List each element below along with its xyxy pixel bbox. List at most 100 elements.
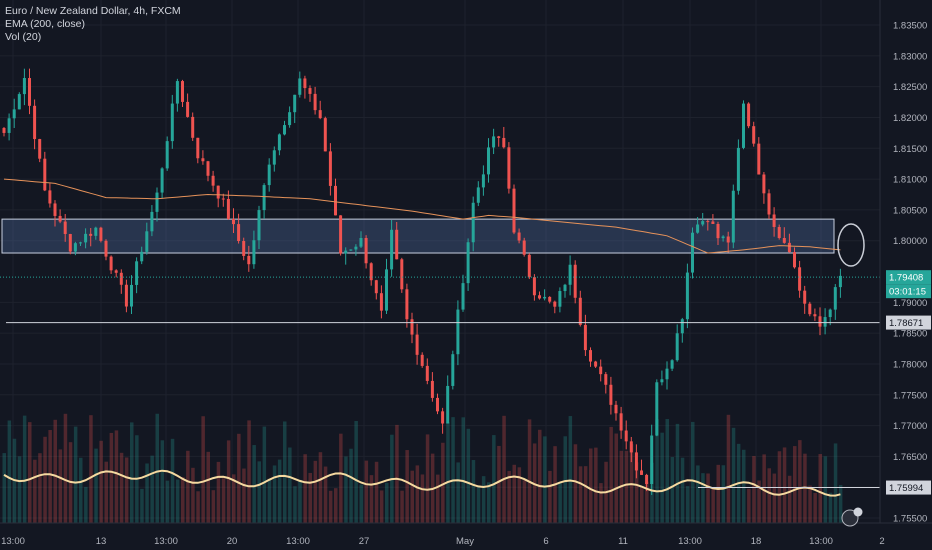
candle-body bbox=[476, 187, 480, 203]
candle-body bbox=[2, 128, 6, 133]
candle-body bbox=[599, 366, 603, 375]
candle-body bbox=[48, 190, 52, 204]
candle-body bbox=[614, 404, 618, 414]
candle-body bbox=[364, 237, 368, 264]
volume-bar bbox=[109, 432, 114, 523]
volume-bar bbox=[787, 475, 792, 523]
y-tick-label: 1.82000 bbox=[893, 113, 927, 124]
countdown-badge-bg bbox=[886, 284, 931, 299]
volume-bar bbox=[63, 413, 68, 523]
candle-body bbox=[492, 136, 496, 148]
volume-bar bbox=[298, 479, 302, 523]
candle-body bbox=[762, 174, 766, 194]
candle-body bbox=[451, 354, 455, 386]
candle-body bbox=[109, 256, 113, 271]
volume-bar bbox=[267, 478, 272, 523]
volume-bar bbox=[466, 428, 471, 523]
candle-body bbox=[777, 226, 781, 239]
candle-body bbox=[838, 275, 842, 288]
x-tick-label: 27 bbox=[359, 536, 370, 547]
volume-level-badge-bg bbox=[886, 480, 931, 495]
candle-body bbox=[221, 198, 225, 200]
candle-body bbox=[563, 284, 567, 292]
volume-bar bbox=[395, 424, 399, 523]
candle-body bbox=[186, 101, 190, 117]
candle-body bbox=[583, 324, 587, 351]
volume-bar bbox=[640, 486, 644, 523]
volume-bar bbox=[369, 475, 374, 523]
volume-bar bbox=[451, 417, 455, 523]
candle-body bbox=[767, 193, 771, 215]
candle-body bbox=[787, 242, 791, 253]
volume-bar bbox=[140, 488, 144, 523]
candle-body bbox=[390, 229, 394, 270]
volume-bar bbox=[28, 422, 32, 523]
volume-bar bbox=[175, 479, 180, 523]
volume-bar bbox=[349, 448, 353, 523]
volume-bar bbox=[425, 434, 430, 523]
volume-bar bbox=[711, 488, 715, 523]
volume-bar bbox=[706, 473, 710, 523]
resistance-zone bbox=[1, 218, 835, 254]
candle-body bbox=[379, 293, 383, 311]
volume-bar bbox=[624, 450, 629, 523]
candle-body bbox=[589, 350, 592, 362]
volume-bar bbox=[79, 457, 83, 523]
candle-body bbox=[634, 452, 638, 471]
time-axis bbox=[0, 523, 932, 550]
candle-body bbox=[522, 240, 526, 255]
candle-body bbox=[538, 295, 541, 299]
volume-bar bbox=[206, 451, 210, 523]
candle-body bbox=[420, 354, 424, 366]
volume-ma-line bbox=[3, 469, 841, 497]
volume-level-badge: 1.75994 bbox=[889, 483, 923, 494]
volume-bar bbox=[573, 444, 578, 523]
legend-ema: EMA (200, close) bbox=[5, 18, 85, 30]
volume-bar bbox=[272, 465, 277, 523]
x-tick-label: 6 bbox=[543, 536, 548, 547]
candle-body bbox=[660, 379, 664, 383]
candle-body bbox=[405, 289, 409, 320]
volume-bar bbox=[538, 429, 542, 523]
candle-body bbox=[548, 296, 552, 302]
volume-bar bbox=[354, 420, 358, 523]
candle-body bbox=[349, 249, 353, 251]
volume-bar bbox=[828, 492, 833, 523]
candle-body bbox=[135, 261, 139, 285]
candle-body bbox=[395, 229, 399, 260]
candle-body bbox=[277, 134, 281, 151]
last-price-badge-bg bbox=[886, 270, 931, 285]
volume-bar bbox=[303, 454, 307, 523]
support-level-badge-bg bbox=[886, 315, 931, 330]
volume-bar bbox=[58, 449, 63, 523]
candle-body bbox=[28, 78, 31, 106]
candle-body bbox=[339, 215, 343, 254]
candle-body bbox=[79, 242, 82, 244]
volume-bar bbox=[762, 454, 766, 523]
candle-body bbox=[471, 202, 475, 243]
candle-body bbox=[466, 242, 470, 284]
y-tick-label: 1.78500 bbox=[893, 329, 927, 340]
volume-bar bbox=[798, 440, 802, 523]
candle-body bbox=[813, 314, 817, 317]
y-tick-label: 1.81000 bbox=[893, 175, 927, 186]
y-tick-label: 1.78000 bbox=[893, 359, 927, 370]
volume-bar bbox=[793, 446, 797, 523]
candle-body bbox=[114, 270, 118, 273]
volume-bar bbox=[33, 459, 37, 523]
candle-body bbox=[701, 221, 705, 225]
volume-bar bbox=[543, 436, 547, 523]
volume-bar bbox=[471, 460, 476, 523]
volume-bar bbox=[685, 486, 690, 523]
candle-body bbox=[232, 218, 235, 225]
volume-bar bbox=[124, 457, 129, 523]
volume-bar bbox=[752, 455, 756, 523]
candle-body bbox=[568, 264, 572, 285]
candle-body bbox=[645, 474, 649, 485]
volume-bar bbox=[344, 456, 348, 523]
volume-bar bbox=[522, 480, 527, 523]
x-tick-label: 2 bbox=[879, 536, 884, 547]
volume-bar bbox=[446, 422, 450, 523]
